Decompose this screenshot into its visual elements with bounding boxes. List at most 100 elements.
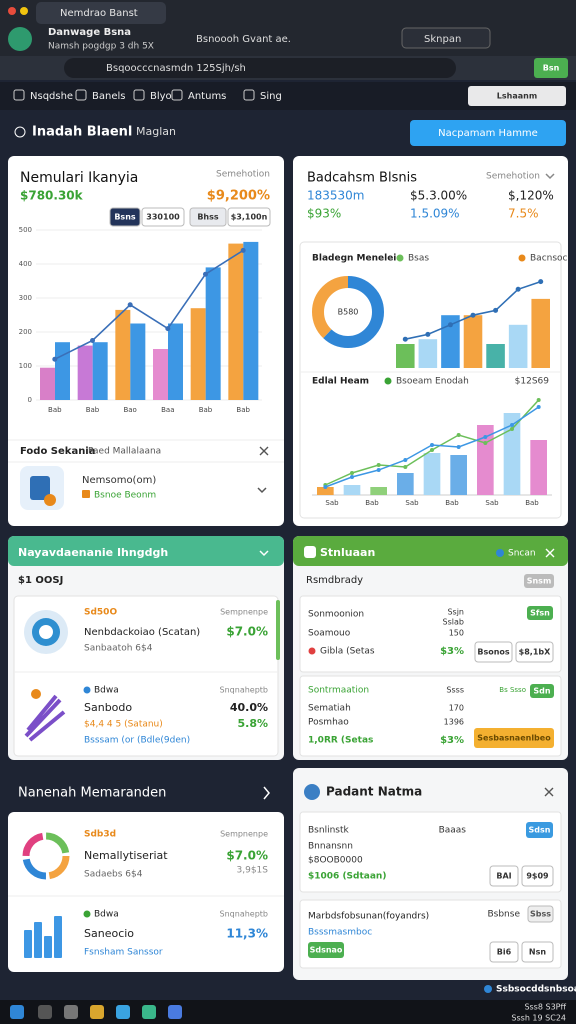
label: Bsoeam Enodah — [396, 377, 469, 387]
bar — [397, 473, 414, 495]
button[interactable] — [474, 728, 554, 748]
search-box[interactable] — [401, 27, 491, 49]
button[interactable] — [521, 865, 554, 887]
chevron[interactable] — [263, 786, 270, 800]
button[interactable] — [524, 574, 554, 588]
icon — [44, 494, 56, 506]
section-title: Nanenah Memaranden — [18, 786, 166, 801]
x-tick-label: Bab — [48, 406, 62, 414]
button-label: Nacpamam Hamme — [438, 128, 538, 139]
button[interactable] — [534, 58, 568, 78]
label: 1.5.09% — [410, 207, 460, 221]
button[interactable] — [521, 941, 554, 963]
trend-line — [54, 249, 244, 360]
label: Nenbdackoiao (Scatan) — [84, 627, 200, 638]
label: 11,3% — [226, 927, 268, 941]
x-tick-label: Baa — [161, 406, 174, 414]
taskbar-icon[interactable] — [168, 1005, 182, 1019]
nav-icon — [243, 89, 255, 101]
button-label: Lshaanm — [497, 92, 537, 101]
button[interactable] — [189, 207, 227, 227]
label: Bnnansnn — [308, 842, 353, 852]
button[interactable] — [527, 606, 553, 620]
button[interactable] — [468, 86, 566, 106]
button-label: 9$09 — [526, 872, 549, 881]
nav-item: Blyo — [150, 91, 172, 102]
tab[interactable] — [36, 2, 166, 24]
icon — [518, 254, 526, 262]
button[interactable] — [410, 120, 566, 146]
label: $780.30k — [20, 189, 84, 203]
x-tick-label: Bab — [199, 406, 213, 414]
icon — [83, 686, 91, 694]
taskbar-icon[interactable] — [116, 1005, 130, 1019]
icon — [396, 254, 404, 262]
button[interactable] — [489, 865, 519, 887]
label: Snqnaheptb — [220, 910, 268, 919]
button[interactable] — [109, 207, 141, 227]
label: 1396 — [444, 718, 464, 727]
label: Paed Mallalaana — [88, 447, 161, 457]
button[interactable] — [527, 905, 554, 923]
bar — [370, 487, 387, 495]
label: Bs Ssso — [499, 686, 526, 694]
chevron[interactable] — [257, 487, 267, 494]
button[interactable] — [141, 207, 185, 227]
page-title: Inadah Blaenl — [32, 125, 132, 140]
button[interactable] — [474, 641, 513, 663]
label: Bsbnse — [487, 910, 520, 920]
close-icon[interactable] — [259, 446, 269, 456]
label: 150 — [449, 629, 464, 638]
bar — [418, 339, 438, 368]
bar — [190, 308, 206, 400]
y-tick-label: 400 — [19, 260, 32, 268]
taskbar-icon[interactable] — [38, 1005, 52, 1019]
label: Nemsomo(om) — [82, 475, 156, 486]
button[interactable] — [489, 941, 519, 963]
chevron[interactable] — [545, 173, 555, 180]
bar — [503, 413, 521, 495]
button[interactable] — [227, 207, 271, 227]
x-tick-label: Bab — [86, 406, 100, 414]
bar — [530, 440, 547, 495]
chevron[interactable] — [259, 550, 269, 557]
bar — [228, 243, 244, 400]
bar — [77, 345, 93, 400]
icon — [30, 476, 50, 500]
button[interactable] — [515, 641, 554, 663]
card-title: Nayavdaenanie Ihngdgh — [18, 546, 168, 559]
card-title: Badcahsm Blsnis — [307, 171, 417, 186]
taskbar-icon[interactable] — [10, 1005, 24, 1019]
x-tick-label: Bab — [525, 499, 539, 507]
nav-icon — [13, 89, 25, 101]
label: Gibla (Setas — [320, 647, 375, 657]
bar — [343, 485, 361, 495]
button[interactable] — [530, 684, 554, 698]
url: Bsqoocccnasmdn 125Sjh/sh — [106, 63, 246, 74]
button-label: Bi6 — [497, 948, 512, 957]
button-label: Sesbasnaenlbeo — [477, 734, 551, 743]
label: Bsssam (or (Bdle(9den) — [84, 736, 190, 746]
button[interactable] — [526, 822, 553, 838]
taskbar-icon[interactable] — [90, 1005, 104, 1019]
button[interactable] — [308, 942, 344, 958]
icon — [20, 7, 28, 15]
label: $5.3.00% — [410, 189, 467, 203]
url-field[interactable] — [64, 58, 456, 78]
taskbar-icon[interactable] — [142, 1005, 156, 1019]
label: Bdwa — [94, 910, 119, 920]
bar — [92, 342, 108, 400]
taskbar-icon[interactable] — [64, 1005, 78, 1019]
button-label: Bhss — [197, 213, 219, 222]
icon — [304, 546, 316, 558]
close-icon[interactable] — [545, 548, 555, 558]
label: Sontrmaation — [308, 686, 369, 696]
label: 3,9$1S — [237, 866, 269, 876]
icon — [83, 910, 91, 918]
taskbar — [0, 1000, 576, 1024]
bar — [153, 349, 168, 400]
close-icon[interactable] — [544, 787, 554, 797]
donut-center: B580 — [338, 308, 359, 317]
